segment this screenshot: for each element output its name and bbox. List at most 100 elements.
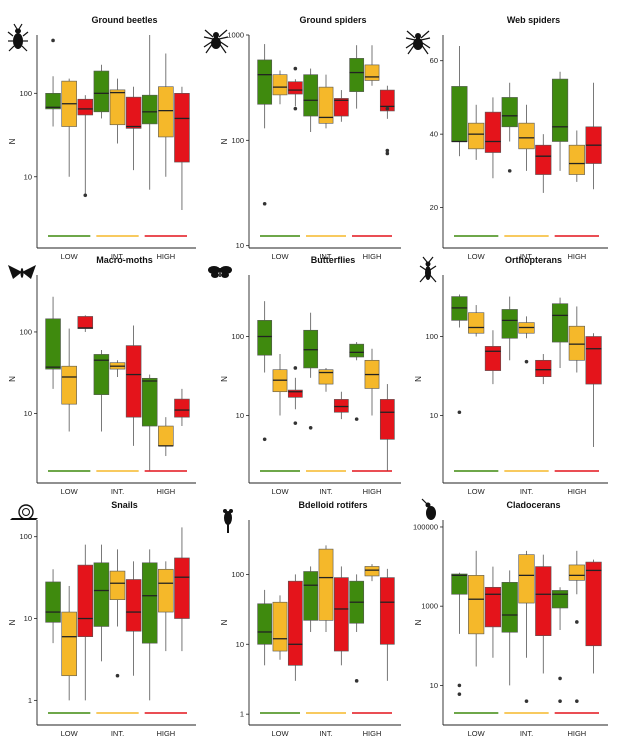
grasshopper-icon [419, 256, 437, 283]
box-high [287, 66, 303, 111]
box-high [77, 544, 94, 701]
outlier-point [457, 683, 462, 688]
box-low [93, 64, 110, 119]
box-iqr [551, 303, 569, 343]
outlier-point [457, 410, 462, 415]
box-iqr [61, 365, 77, 405]
panel-title: Web spiders [507, 15, 560, 25]
box-low [451, 294, 468, 415]
y-tick-label: 1 [28, 696, 32, 705]
box-high [379, 384, 395, 471]
x-category-label: INT. [520, 729, 533, 738]
box-low [501, 296, 518, 361]
box-iqr [364, 566, 380, 577]
x-category-label: INT. [319, 729, 332, 738]
box-iqr [518, 554, 535, 604]
x-category-label: HIGH [363, 487, 382, 496]
box-iqr [535, 144, 552, 175]
box-iqr [45, 93, 61, 110]
box-int [61, 328, 77, 432]
box-iqr [333, 577, 349, 652]
spider-icon [203, 29, 229, 54]
y-tick-label: 20 [430, 203, 438, 212]
y-tick-label: 10 [24, 172, 32, 181]
x-category-label: INT. [319, 252, 332, 261]
outlier-point [558, 699, 562, 703]
box-iqr [468, 122, 485, 150]
box-low [501, 82, 518, 173]
box-iqr [141, 562, 158, 644]
y-axis-title: N [414, 619, 423, 625]
box-iqr [535, 566, 552, 636]
box-iqr [303, 74, 319, 117]
x-category-label: HIGH [363, 729, 382, 738]
box-iqr [109, 570, 126, 600]
box-iqr [272, 601, 288, 652]
x-category-label: HIGH [156, 729, 175, 738]
box-iqr [484, 111, 502, 153]
box-iqr [318, 86, 334, 124]
box-low [551, 71, 569, 171]
box-low [501, 570, 518, 686]
box-iqr [551, 590, 569, 609]
box-int [272, 354, 288, 416]
box-high [484, 97, 502, 179]
box-high [125, 561, 142, 676]
box-iqr [158, 86, 174, 138]
box-int [318, 74, 334, 129]
outlier-point [524, 359, 529, 364]
box-int [158, 561, 174, 652]
box-iqr [174, 557, 190, 619]
box-low [257, 301, 273, 442]
x-category-label: LOW [468, 487, 486, 496]
box-iqr [287, 81, 303, 95]
panel-title: Butterflies [311, 255, 356, 265]
x-category-label: HIGH [567, 729, 586, 738]
box-iqr [501, 309, 518, 339]
box-iqr [174, 93, 190, 163]
box-iqr [585, 561, 602, 647]
y-axis-title: N [8, 138, 17, 144]
x-category-label: HIGH [156, 487, 175, 496]
box-high [125, 86, 142, 171]
y-tick-label: 100 [19, 89, 32, 98]
panel-macro-moths: Macro-moths 10 100 N LOW INT. HIGH [8, 255, 196, 496]
y-tick-label: 10 [24, 614, 32, 623]
box-low [451, 46, 468, 157]
box-high [333, 391, 349, 420]
box-int [364, 45, 380, 86]
outlier-point [457, 692, 462, 696]
y-axis-title: N [414, 376, 423, 382]
box-int [468, 305, 485, 337]
box-iqr [45, 581, 61, 623]
box-iqr [364, 64, 380, 81]
box-iqr [518, 122, 535, 150]
box-int [109, 549, 126, 678]
y-tick-label: 10 [24, 409, 32, 418]
box-low [93, 544, 110, 662]
x-category-label: LOW [271, 252, 289, 261]
box-iqr [125, 96, 142, 129]
y-axis-title: N [8, 376, 17, 382]
x-category-label: HIGH [363, 252, 382, 261]
box-iqr [109, 89, 126, 126]
outlier-point [308, 425, 313, 430]
box-int [518, 104, 535, 171]
box-int [61, 585, 77, 701]
box-low [257, 589, 273, 666]
box-low [303, 68, 319, 132]
panel-title: Ground spiders [299, 15, 366, 25]
box-iqr [272, 74, 288, 96]
y-tick-label: 10 [430, 681, 438, 690]
y-tick-label: 100 [231, 570, 244, 579]
y-tick-label: 10 [236, 411, 244, 420]
outlier-point [385, 148, 390, 153]
box-int [468, 104, 485, 160]
box-low [349, 342, 365, 421]
box-iqr [158, 425, 174, 447]
box-iqr [257, 603, 273, 645]
box-iqr [484, 346, 502, 371]
x-category-label: INT. [111, 729, 124, 738]
box-iqr [125, 345, 142, 418]
outlier-point [385, 106, 390, 111]
